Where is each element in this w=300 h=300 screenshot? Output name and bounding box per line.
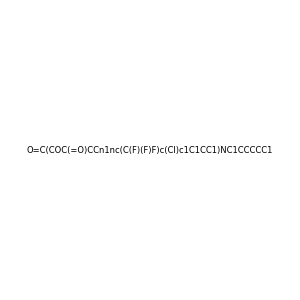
Text: O=C(COC(=O)CCn1nc(C(F)(F)F)c(Cl)c1C1CC1)NC1CCCCC1: O=C(COC(=O)CCn1nc(C(F)(F)F)c(Cl)c1C1CC1)… <box>27 146 273 154</box>
